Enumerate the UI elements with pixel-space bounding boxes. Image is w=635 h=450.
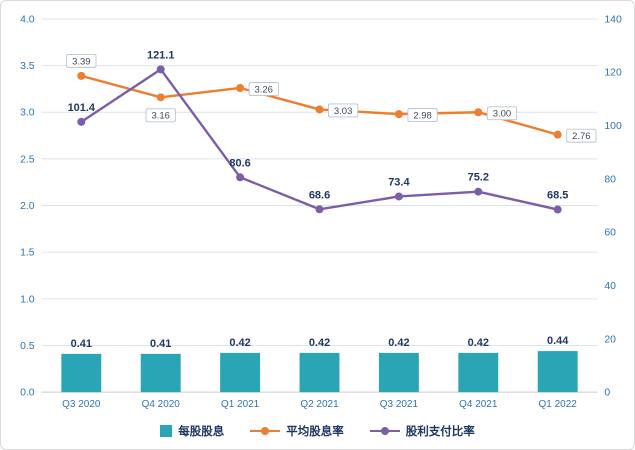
line-value-label: 3.03 — [334, 106, 352, 117]
line-value-label: 3.16 — [151, 111, 169, 122]
legend-label: 每股股息 — [178, 426, 225, 439]
category-label: Q3 2020 — [62, 399, 101, 410]
bar-value-label: 0.42 — [309, 337, 330, 349]
right-axis-tick: 80 — [604, 174, 616, 185]
line-value-label: 3.00 — [493, 109, 511, 120]
left-axis-tick: 0.0 — [20, 388, 35, 399]
line-value-label: 3.26 — [255, 84, 273, 95]
bar-value-label: 0.41 — [71, 338, 92, 350]
bar-value-label: 0.41 — [150, 338, 171, 350]
category-label: Q4 2021 — [459, 399, 498, 410]
bar — [61, 353, 102, 393]
line-value-box — [328, 103, 359, 118]
right-axis-tick: 60 — [604, 228, 616, 239]
right-axis-tick: 100 — [604, 121, 622, 132]
line-value-box — [66, 53, 97, 68]
left-axis-tick: 3.0 — [20, 108, 35, 119]
right-axis-tick: 0 — [604, 388, 610, 399]
line-value-box — [248, 82, 279, 96]
line-value-label: 101.4 — [68, 102, 96, 114]
left-axis-tick: 1.0 — [20, 294, 35, 305]
bar — [537, 351, 578, 393]
bar — [458, 352, 499, 393]
left-axis-tick: 2.5 — [20, 154, 35, 165]
line-value-label: 75.2 — [468, 172, 489, 184]
line-marker — [474, 108, 483, 117]
line-marker-swatch-icon — [369, 429, 400, 433]
plot-area: 0.0 0.5 1.0 1.5 2.0 2.5 3.0 3.5 4.0 0 20 40 60 80 100 1… — [20, 14, 622, 410]
chart-legend: 每股股息 平均股息率 股利支付比率 — [1, 413, 634, 449]
category-label: Q2 2021 — [300, 399, 339, 410]
legend-item-avg-dividend-yield: 平均股息率 — [250, 423, 344, 439]
bar-value-label: 0.44 — [547, 335, 569, 347]
bar-swatch-icon — [160, 425, 173, 438]
legend-label: 股利支付比率 — [405, 426, 475, 439]
line-value-box — [407, 108, 438, 123]
right-axis-tick: 20 — [604, 334, 616, 345]
bar-value-label: 0.42 — [468, 337, 489, 349]
line-value-label: 68.6 — [309, 189, 330, 201]
line-marker — [236, 84, 245, 92]
left-axis-tick: 0.5 — [20, 341, 35, 352]
line-value-label: 2.76 — [572, 131, 590, 142]
line-marker — [474, 187, 483, 196]
left-axis-tick: 3.5 — [20, 61, 35, 72]
line-value-label: 73.4 — [388, 177, 410, 189]
line-marker — [315, 105, 324, 114]
bar — [140, 353, 181, 393]
bar-value-label: 0.42 — [229, 337, 250, 349]
line-marker — [553, 130, 562, 139]
line-marker — [394, 110, 403, 119]
line-value-label: 80.6 — [229, 157, 250, 169]
right-axis-tick: 140 — [604, 14, 622, 25]
left-axis-tick: 1.5 — [20, 248, 35, 259]
line-value-label: 3.39 — [72, 56, 90, 67]
line-marker — [236, 173, 245, 182]
bar — [220, 352, 261, 393]
legend-label: 平均股息率 — [286, 426, 344, 439]
line-value-label: 68.5 — [547, 190, 568, 202]
line-marker — [394, 192, 403, 201]
category-label: Q3 2021 — [380, 399, 419, 410]
line-marker — [156, 93, 165, 102]
bar — [299, 352, 340, 393]
legend-item-payout-ratio: 股利支付比率 — [369, 423, 475, 439]
line-series — [81, 74, 559, 136]
left-axis-tick: 4.0 — [20, 14, 35, 25]
line-value-box — [145, 108, 176, 123]
line-marker — [77, 71, 86, 80]
right-axis-tick: 40 — [604, 281, 616, 292]
line-marker — [315, 205, 324, 214]
category-label: Q4 2020 — [142, 399, 181, 410]
line-marker — [77, 117, 86, 126]
left-axis-tick: 2.0 — [20, 201, 35, 212]
category-label: Q1 2022 — [539, 399, 578, 410]
line-marker — [553, 205, 562, 214]
right-axis-tick: 120 — [604, 68, 622, 79]
line-value-box — [486, 106, 518, 121]
line-value-label: 2.98 — [413, 111, 431, 122]
line-marker-swatch-icon — [250, 429, 281, 433]
bar-value-label: 0.42 — [388, 337, 409, 349]
legend-item-dividend-per-share: 每股股息 — [160, 423, 224, 439]
line-marker — [156, 65, 165, 74]
bar — [378, 352, 419, 393]
line-value-label: 121.1 — [147, 49, 174, 61]
category-label: Q1 2021 — [221, 399, 260, 410]
line-value-box — [566, 128, 597, 143]
